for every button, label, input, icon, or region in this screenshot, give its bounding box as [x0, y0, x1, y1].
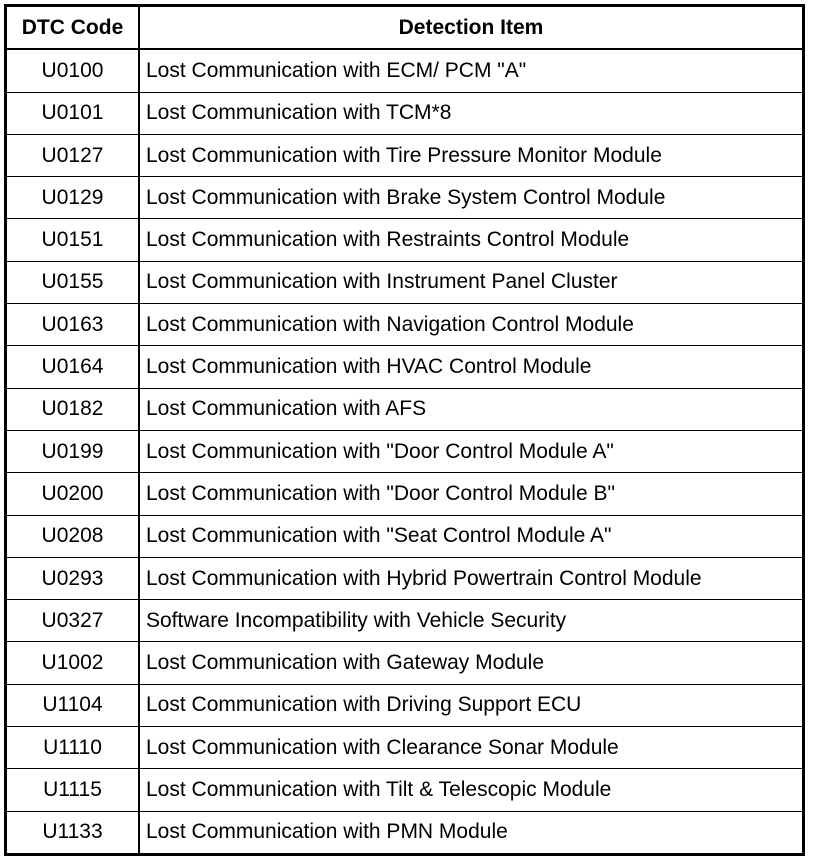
table-row: U0182 Lost Communication with AFS — [5, 388, 804, 431]
table-row: U0327 Software Incompatibility with Vehic… — [5, 599, 804, 643]
detection-item-cell: Lost Communication with Driving Support … — [139, 684, 804, 728]
table-row: U0200 Lost Communication with "Door Contr… — [5, 472, 804, 516]
dtc-code-cell: U0163 — [5, 303, 140, 347]
table-row: U1115 Lost Communication with Tilt & Tele… — [5, 768, 804, 812]
detection-item-cell: Lost Communication with AFS — [139, 388, 804, 431]
table-row: U1104 Lost Communication with Driving Sup… — [5, 684, 804, 728]
table-row: U0163 Lost Communication with Navigation … — [5, 303, 804, 347]
detection-item-cell: Lost Communication with TCM*8 — [139, 92, 804, 135]
detection-item-cell: Lost Communication with Gateway Module — [139, 641, 804, 685]
dtc-code-cell: U0151 — [5, 218, 140, 262]
header-dtc-code: DTC Code — [5, 5, 140, 51]
detection-item-cell: Lost Communication with Clearance Sonar … — [139, 726, 804, 770]
table-row: U0101 Lost Communication with TCM*8 — [5, 92, 804, 135]
dtc-code-cell: U0293 — [5, 557, 140, 601]
table-row: U1110 Lost Communication with Clearance S… — [5, 726, 804, 770]
header-detection-item: Detection Item — [139, 5, 804, 51]
dtc-code-cell: U1104 — [5, 684, 140, 728]
detection-item-cell: Lost Communication with ECM/ PCM "A" — [139, 49, 804, 93]
table-row: U1133 Lost Communication with PMN Module — [5, 811, 804, 855]
dtc-code-cell: U0127 — [5, 134, 140, 178]
detection-item-cell: Lost Communication with HVAC Control Mod… — [139, 345, 804, 389]
dtc-code-cell: U0199 — [5, 430, 140, 474]
detection-item-cell: Lost Communication with Hybrid Powertrai… — [139, 557, 804, 601]
detection-item-cell: Lost Communication with Brake System Con… — [139, 176, 804, 220]
dtc-code-cell: U1110 — [5, 726, 140, 770]
table-row: U0127 Lost Communication with Tire Pressu… — [5, 134, 804, 178]
detection-item-cell: Lost Communication with Tire Pressure Mo… — [139, 134, 804, 178]
table-row: U0155 Lost Communication with Instrument … — [5, 261, 804, 305]
dtc-code-cell: U0155 — [5, 261, 140, 305]
detection-item-cell: Lost Communication with Tilt & Telescopi… — [139, 768, 804, 812]
table-row: U0164 Lost Communication with HVAC Contro… — [5, 345, 804, 389]
dtc-code-cell: U0208 — [5, 515, 140, 558]
dtc-code-cell: U0200 — [5, 472, 140, 516]
detection-item-cell: Lost Communication with "Door Control Mo… — [139, 430, 804, 474]
detection-item-cell: Software Incompatibility with Vehicle Se… — [139, 599, 804, 643]
detection-item-cell: Lost Communication with "Door Control Mo… — [139, 472, 804, 516]
dtc-code-cell: U1115 — [5, 768, 140, 812]
detection-item-cell: Lost Communication with "Seat Control Mo… — [139, 515, 804, 558]
dtc-code-cell: U1133 — [5, 811, 140, 855]
dtc-table: DTC Code Detection Item U0100 Lost Commun… — [4, 4, 805, 856]
dtc-code-cell: U0100 — [5, 49, 140, 93]
dtc-code-cell: U1002 — [5, 641, 140, 685]
dtc-code-cell: U0182 — [5, 388, 140, 431]
dtc-code-cell: U0101 — [5, 92, 140, 135]
detection-item-cell: Lost Communication with Navigation Contr… — [139, 303, 804, 347]
dtc-code-cell: U0327 — [5, 599, 140, 643]
detection-item-cell: Lost Communication with Restraints Contr… — [139, 218, 804, 262]
table-row: U0199 Lost Communication with "Door Contr… — [5, 430, 804, 474]
table-row: U0151 Lost Communication with Restraints … — [5, 218, 804, 262]
table-row: U0129 Lost Communication with Brake Syste… — [5, 176, 804, 220]
table-row: U1002 Lost Communication with Gateway Mod… — [5, 641, 804, 685]
table-row: U0208 Lost Communication with "Seat Contr… — [5, 515, 804, 558]
header-row: DTC Code Detection Item — [5, 5, 804, 51]
dtc-code-cell: U0164 — [5, 345, 140, 389]
table-row: U0100 Lost Communication with ECM/ PCM "A… — [5, 49, 804, 93]
dtc-code-cell: U0129 — [5, 176, 140, 220]
detection-item-cell: Lost Communication with Instrument Panel… — [139, 261, 804, 305]
detection-item-cell: Lost Communication with PMN Module — [146, 820, 508, 844]
table-row: U0293 Lost Communication with Hybrid Powe… — [5, 557, 804, 601]
